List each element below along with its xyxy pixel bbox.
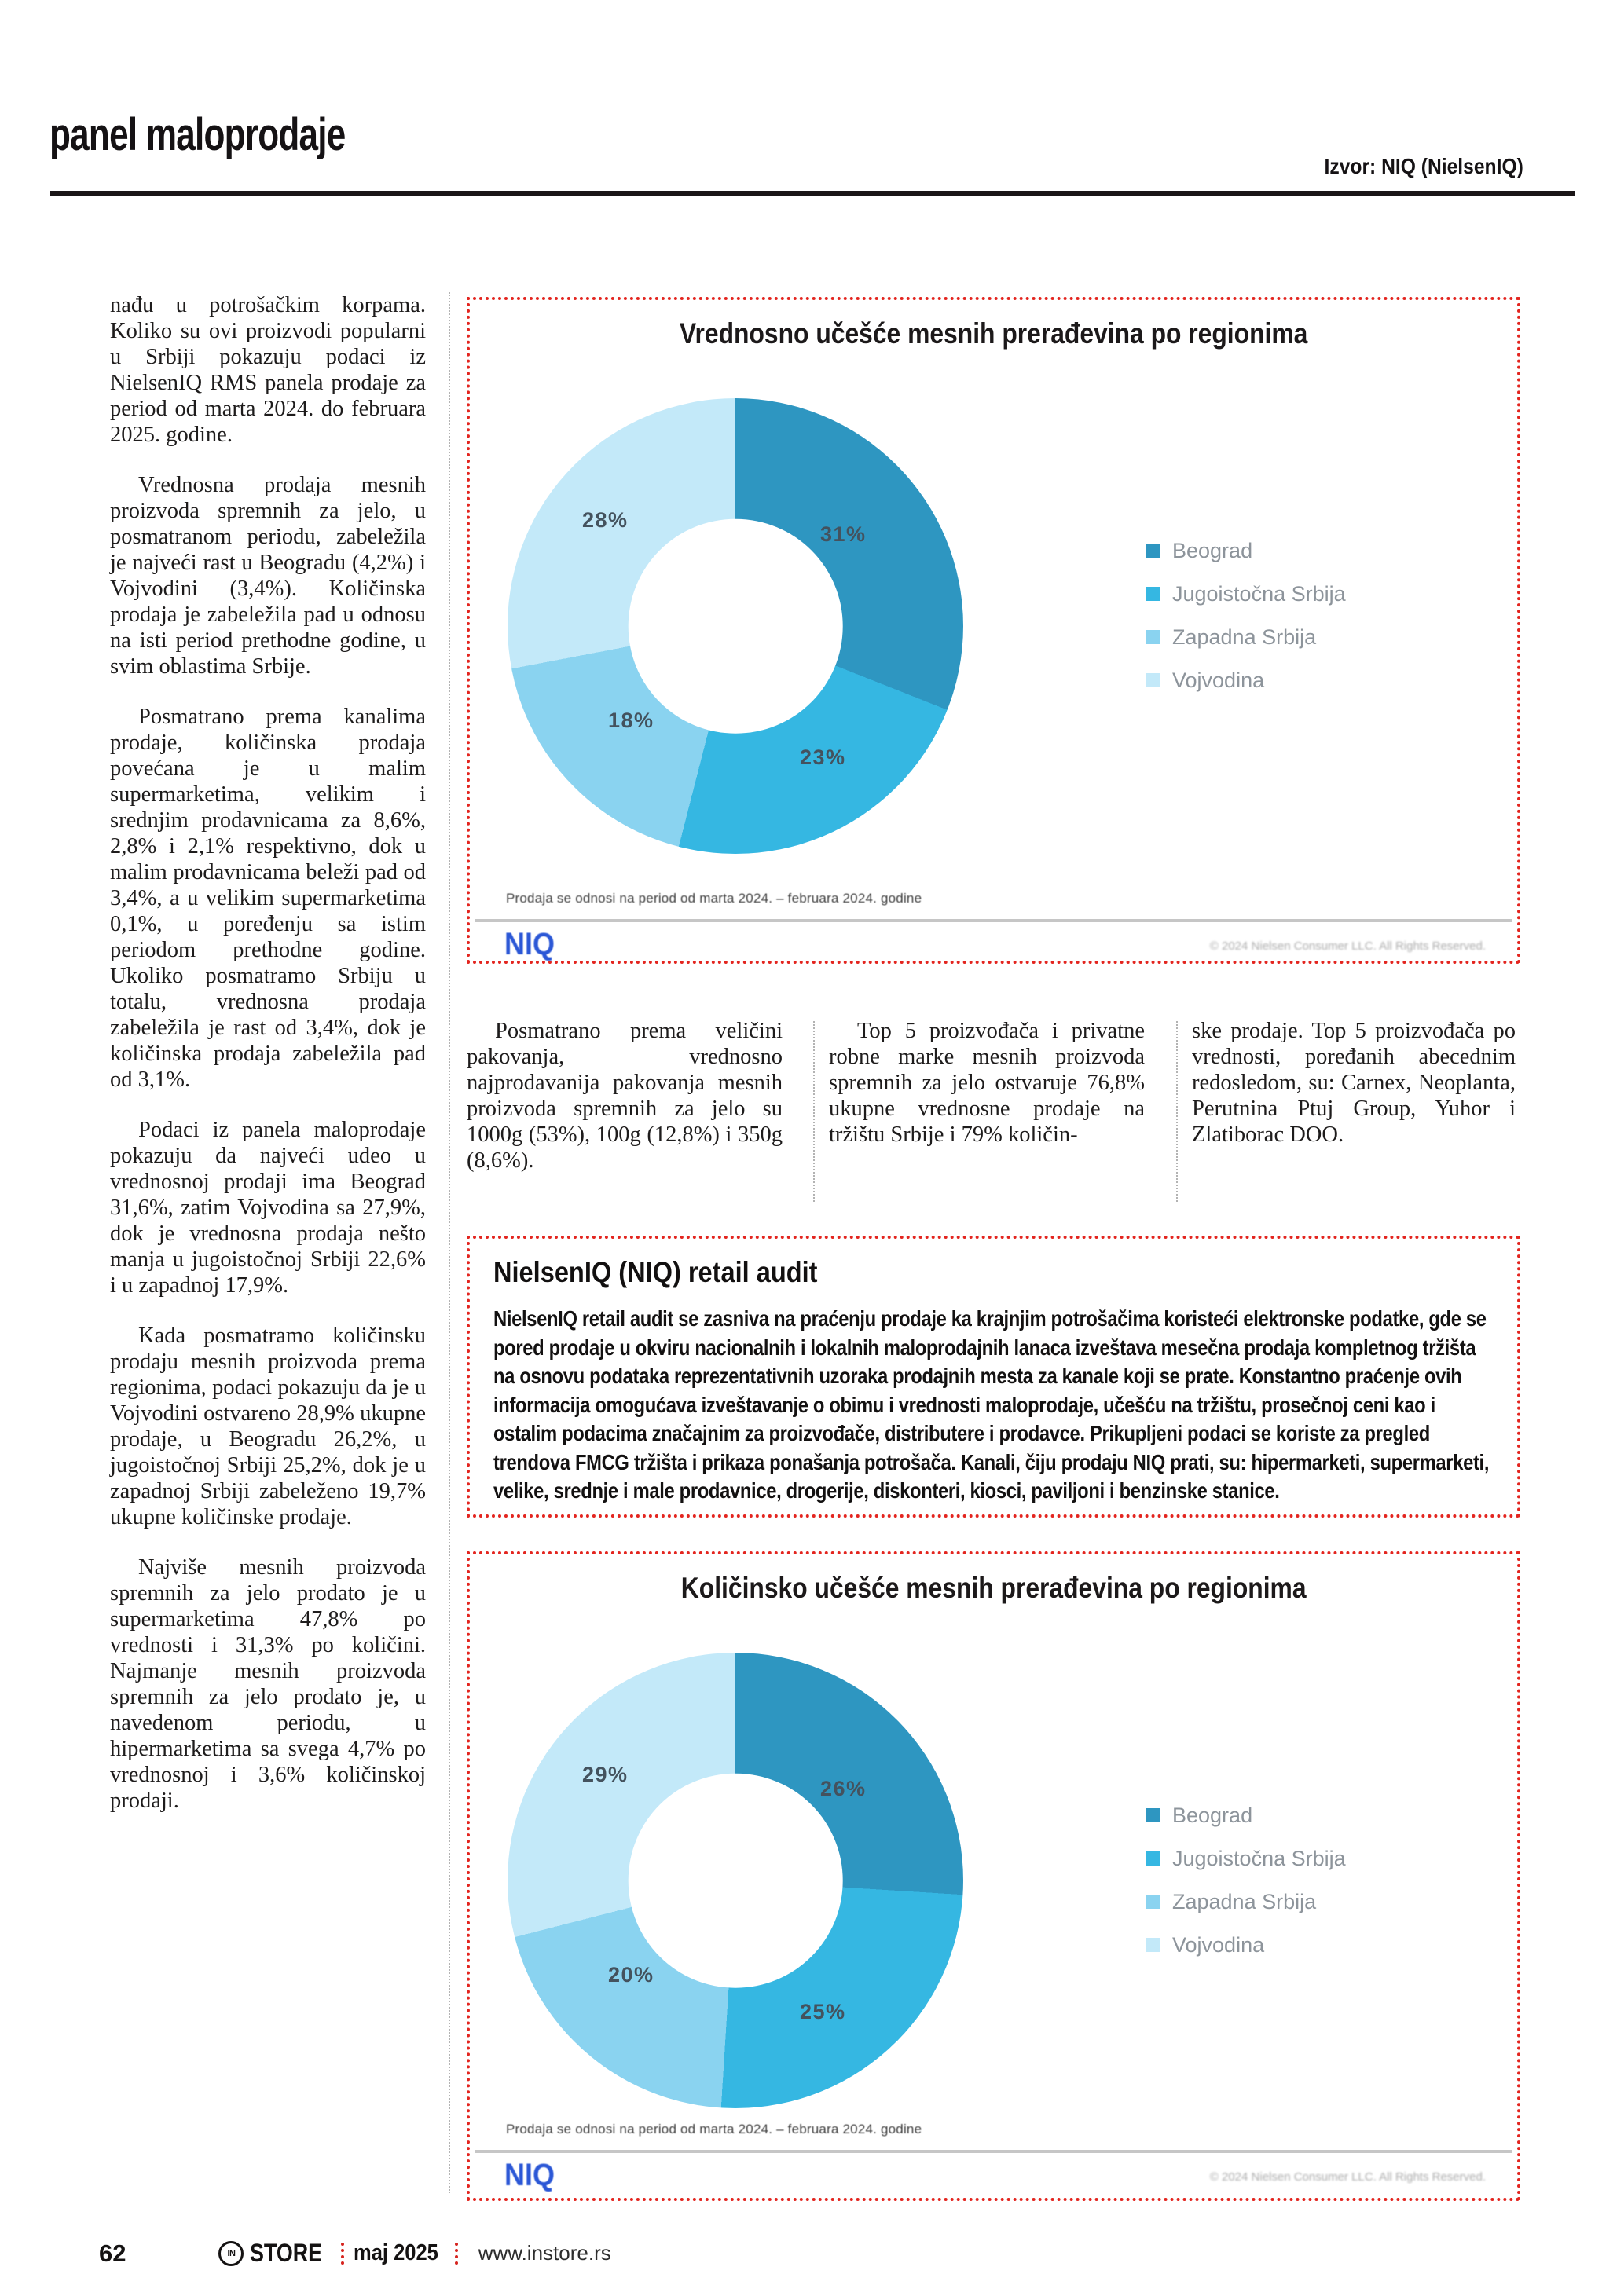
legend-swatch [1146,1851,1160,1866]
legend-item: Vojvodina [1146,1932,1346,1957]
niq-logo: NIQ [504,927,555,961]
legend-label: Beograd [1172,1803,1253,1827]
slice-label-jugoistocna: 25% [800,2000,846,2023]
legend-label: Vojvodina [1172,1932,1265,1957]
audit-box-title: NielsenIQ (NIQ) retail audit [493,1256,818,1288]
chart-legend: Beograd Jugoistočna Srbija Zapadna Srbij… [1146,1803,1346,1977]
chart-rule [475,919,1512,922]
slice-label-zapadna: 18% [608,709,654,732]
legend-swatch [1146,544,1160,558]
legend-item: Zapadna Srbija [1146,624,1346,649]
legend-item: Jugoistočna Srbija [1146,1846,1346,1870]
mid-paragraph: Posmatrano prema veličini pakovanja, vre… [467,1019,783,1173]
article-paragraph: Kada posmatramo količinsku prodaju mesni… [110,1324,426,1529]
legend-item: Jugoistočna Srbija [1146,581,1346,606]
copyright-text: © 2024 Nielsen Consumer LLC. All Rights … [1209,2170,1486,2184]
copyright-text: © 2024 Nielsen Consumer LLC. All Rights … [1209,939,1486,953]
legend-label: Jugoistočna Srbija [1172,1846,1346,1870]
mid-paragraph: ske prodaje. Top 5 proizvođača po vredno… [1192,1019,1516,1147]
legend-item: Beograd [1146,1803,1346,1827]
legend-swatch [1146,1895,1160,1909]
legend-swatch [1146,673,1160,687]
article-paragraph: Posmatrano prema kanalima prodaje, količ… [110,705,426,1092]
article-column: nađu u potrošačkim korpama. Koliko su ov… [110,292,426,1838]
donut-chart: 26% 25% 20% 29% [508,1653,963,2108]
slice-label-beograd: 31% [820,522,867,546]
audit-box-body: NielsenIQ retail audit se zasniva na pra… [493,1306,1490,1503]
legend-swatch [1146,587,1160,601]
footer-brand: STORE [250,2239,323,2267]
niq-retail-audit-box: NielsenIQ (NIQ) retail audit NielsenIQ r… [467,1236,1520,1518]
legend-label: Vojvodina [1172,668,1265,692]
article-paragraph: nađu u potrošačkim korpama. Koliko su ov… [110,293,426,447]
footer-separator [454,2242,458,2265]
legend-swatch [1146,1808,1160,1822]
chart-rule [475,2150,1512,2153]
legend-label: Jugoistočna Srbija [1172,581,1346,606]
legend-label: Zapadna Srbija [1172,624,1317,649]
column-divider [1176,1021,1178,1202]
chart-legend: Beograd Jugoistočna Srbija Zapadna Srbij… [1146,538,1346,712]
instore-logo-icon: IN [218,2240,244,2266]
footer-issue: maj 2025 [354,2240,438,2265]
article-paragraph: Podaci iz panela maloprodaje pokazuju da… [110,1118,426,1298]
slice-label-jugoistocna: 23% [800,745,846,769]
value-share-chart-box: Vrednosno učešće mesnih prerađevina po r… [467,297,1520,964]
slice-label-vojvodina: 28% [582,508,629,532]
article-paragraph: Najviše mesnih proizvoda spremnih za jel… [110,1555,426,1813]
legend-label: Zapadna Srbija [1172,1889,1317,1913]
slice-label-vojvodina: 29% [582,1763,629,1786]
volume-share-chart-box: Količinsko učešće mesnih prerađevina po … [467,1551,1520,2201]
chart-title: Vrednosno učešće mesnih prerađevina po r… [679,317,1308,350]
legend-item: Zapadna Srbija [1146,1889,1346,1913]
legend-swatch [1146,1938,1160,1952]
footer-separator [341,2242,345,2265]
chart-footnote: Prodaja se odnosi na period od marta 202… [506,891,922,906]
mid-column-1: Posmatrano prema veličini pakovanja, vre… [467,1018,783,1174]
column-divider [449,292,450,2193]
page-number: 62 [99,2239,126,2267]
mid-column-2: Top 5 proizvođača i privatne robne marke… [829,1018,1145,1148]
column-divider [813,1021,815,1202]
slice-label-zapadna: 20% [608,1963,654,1987]
header-rule [50,191,1575,196]
donut-hole [628,518,843,734]
legend-item: Beograd [1146,538,1346,562]
mid-paragraph: Top 5 proizvođača i privatne robne marke… [829,1019,1145,1147]
legend-item: Vojvodina [1146,668,1346,692]
article-paragraph: Vrednosna prodaja mesnih proizvoda sprem… [110,473,426,679]
mid-column-3: ske prodaje. Top 5 proizvođača po vredno… [1192,1018,1516,1148]
chart-footnote: Prodaja se odnosi na period od marta 202… [506,2122,922,2137]
legend-swatch [1146,630,1160,644]
donut-chart: 31% 23% 18% 28% [508,398,963,854]
chart-title: Količinsko učešće mesnih prerađevina po … [680,1572,1307,1604]
donut-hole [628,1773,843,1988]
source-credit: Izvor: NIQ (NielsenIQ) [1324,154,1523,178]
legend-label: Beograd [1172,538,1253,562]
niq-logo: NIQ [504,2158,555,2192]
slice-label-beograd: 26% [820,1777,867,1800]
page-footer: 62 IN STORE maj 2025 www.instore.rs [99,2239,611,2268]
footer-website: www.instore.rs [478,2241,611,2265]
page-title: panel maloprodaje [49,109,346,160]
